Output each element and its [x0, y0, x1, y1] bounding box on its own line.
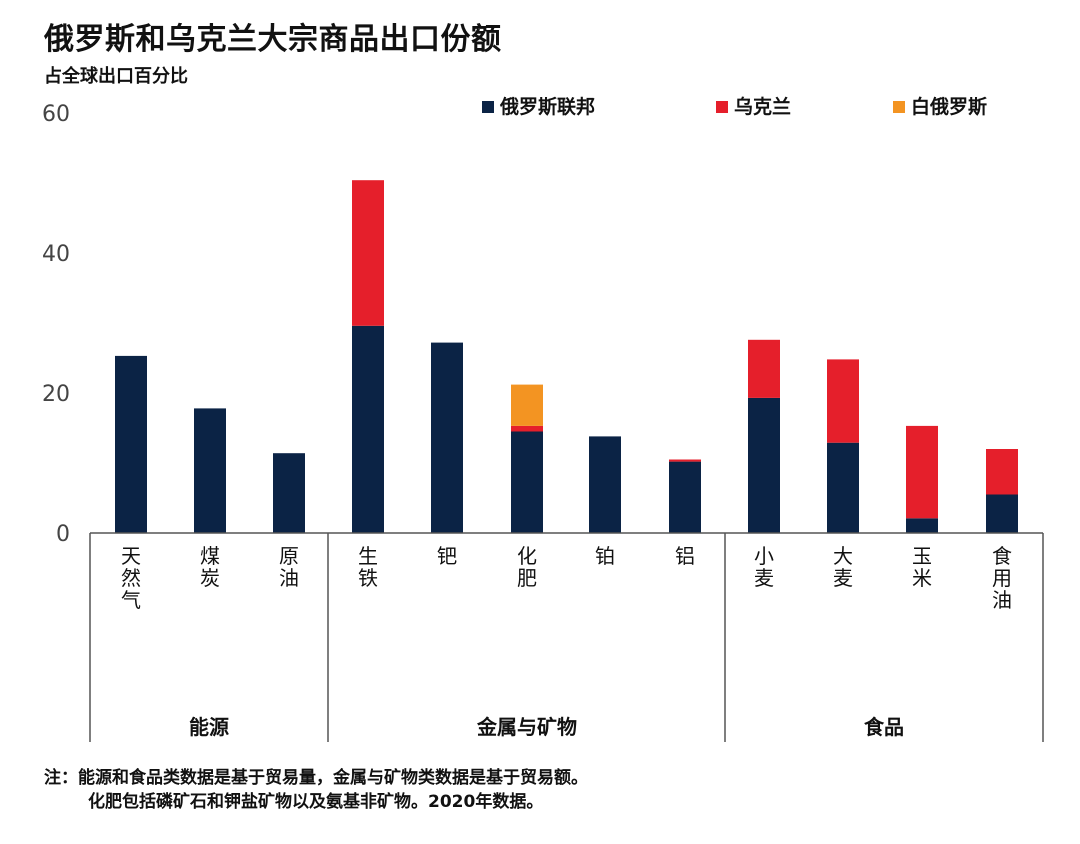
- y-axis-ticks: 0 20 40 60: [42, 102, 70, 547]
- footnote-line-2: 化肥包括磷矿石和钾盐矿物以及氨基非矿物。2020年数据。: [88, 792, 544, 812]
- chart-title: 俄罗斯和乌克兰大宗商品出口份额: [44, 22, 502, 57]
- bar-segment: [352, 325, 384, 533]
- category-label: 钯: [437, 544, 457, 568]
- category-label: 原油: [279, 544, 299, 590]
- category-label: 铝: [675, 544, 695, 568]
- category-label: 玉米: [912, 544, 932, 590]
- bar-segment: [669, 459, 701, 462]
- category-label: 生铁: [358, 544, 378, 590]
- bar-segment: [115, 355, 147, 533]
- legend-swatch: [482, 101, 494, 113]
- bar-segment: [986, 449, 1018, 495]
- bar-segment: [511, 384, 543, 426]
- category-label: 铂: [595, 544, 615, 568]
- bar-chart: 0 20 40 60 天然气 煤炭 原油 生铁 钯 化肥 铂 铝 小麦 大麦 玉米 食用油 能源 金属与矿物 食…: [42, 95, 1044, 742]
- category-label: 煤炭: [200, 544, 220, 590]
- bar-segment: [273, 453, 305, 533]
- group-label: 金属与矿物: [476, 715, 577, 739]
- axes: [89, 532, 1044, 742]
- y-tick-label: 0: [56, 522, 70, 547]
- bar-segment: [748, 339, 780, 398]
- bars: [115, 180, 1018, 533]
- group-labels: 能源 金属与矿物 食品: [189, 715, 904, 739]
- legend-swatch: [893, 101, 905, 113]
- chart-subtitle: 占全球出口百分比: [44, 66, 188, 87]
- category-label: 化肥: [517, 544, 537, 590]
- category-label: 食用油: [992, 544, 1012, 612]
- footnote: 注：能源和食品类数据是基于贸易量，金属与矿物类数据是基于贸易额。 化肥包括磷矿石…: [44, 766, 588, 814]
- category-label: 天然气: [121, 544, 141, 612]
- bar-segment: [906, 518, 938, 533]
- legend-swatch: [716, 101, 728, 113]
- legend-label: 乌克兰: [734, 95, 791, 118]
- group-label: 食品: [864, 715, 904, 739]
- bar-segment: [986, 494, 1018, 533]
- y-tick-label: 40: [42, 242, 70, 267]
- bar-segment: [589, 436, 621, 533]
- y-tick-label: 20: [42, 382, 70, 407]
- bar-segment: [748, 397, 780, 533]
- legend: 俄罗斯联邦 乌克兰 白俄罗斯: [482, 95, 987, 118]
- bar-segment: [194, 408, 226, 533]
- bar-segment: [352, 180, 384, 326]
- bar-segment: [669, 461, 701, 533]
- footnote-line-1: 注：能源和食品类数据是基于贸易量，金属与矿物类数据是基于贸易额。: [44, 768, 588, 788]
- bar-segment: [511, 431, 543, 533]
- bar-segment: [827, 442, 859, 533]
- legend-label: 白俄罗斯: [911, 95, 987, 118]
- group-label: 能源: [189, 715, 229, 739]
- bar-segment: [431, 342, 463, 533]
- bar-segment: [827, 359, 859, 443]
- legend-label: 俄罗斯联邦: [499, 95, 595, 118]
- y-tick-label: 60: [42, 102, 70, 127]
- bar-segment: [906, 425, 938, 519]
- category-labels: 天然气 煤炭 原油 生铁 钯 化肥 铂 铝 小麦 大麦 玉米 食用油: [121, 544, 1012, 612]
- category-label: 小麦: [754, 544, 774, 590]
- bar-segment: [511, 425, 543, 432]
- category-label: 大麦: [833, 544, 853, 590]
